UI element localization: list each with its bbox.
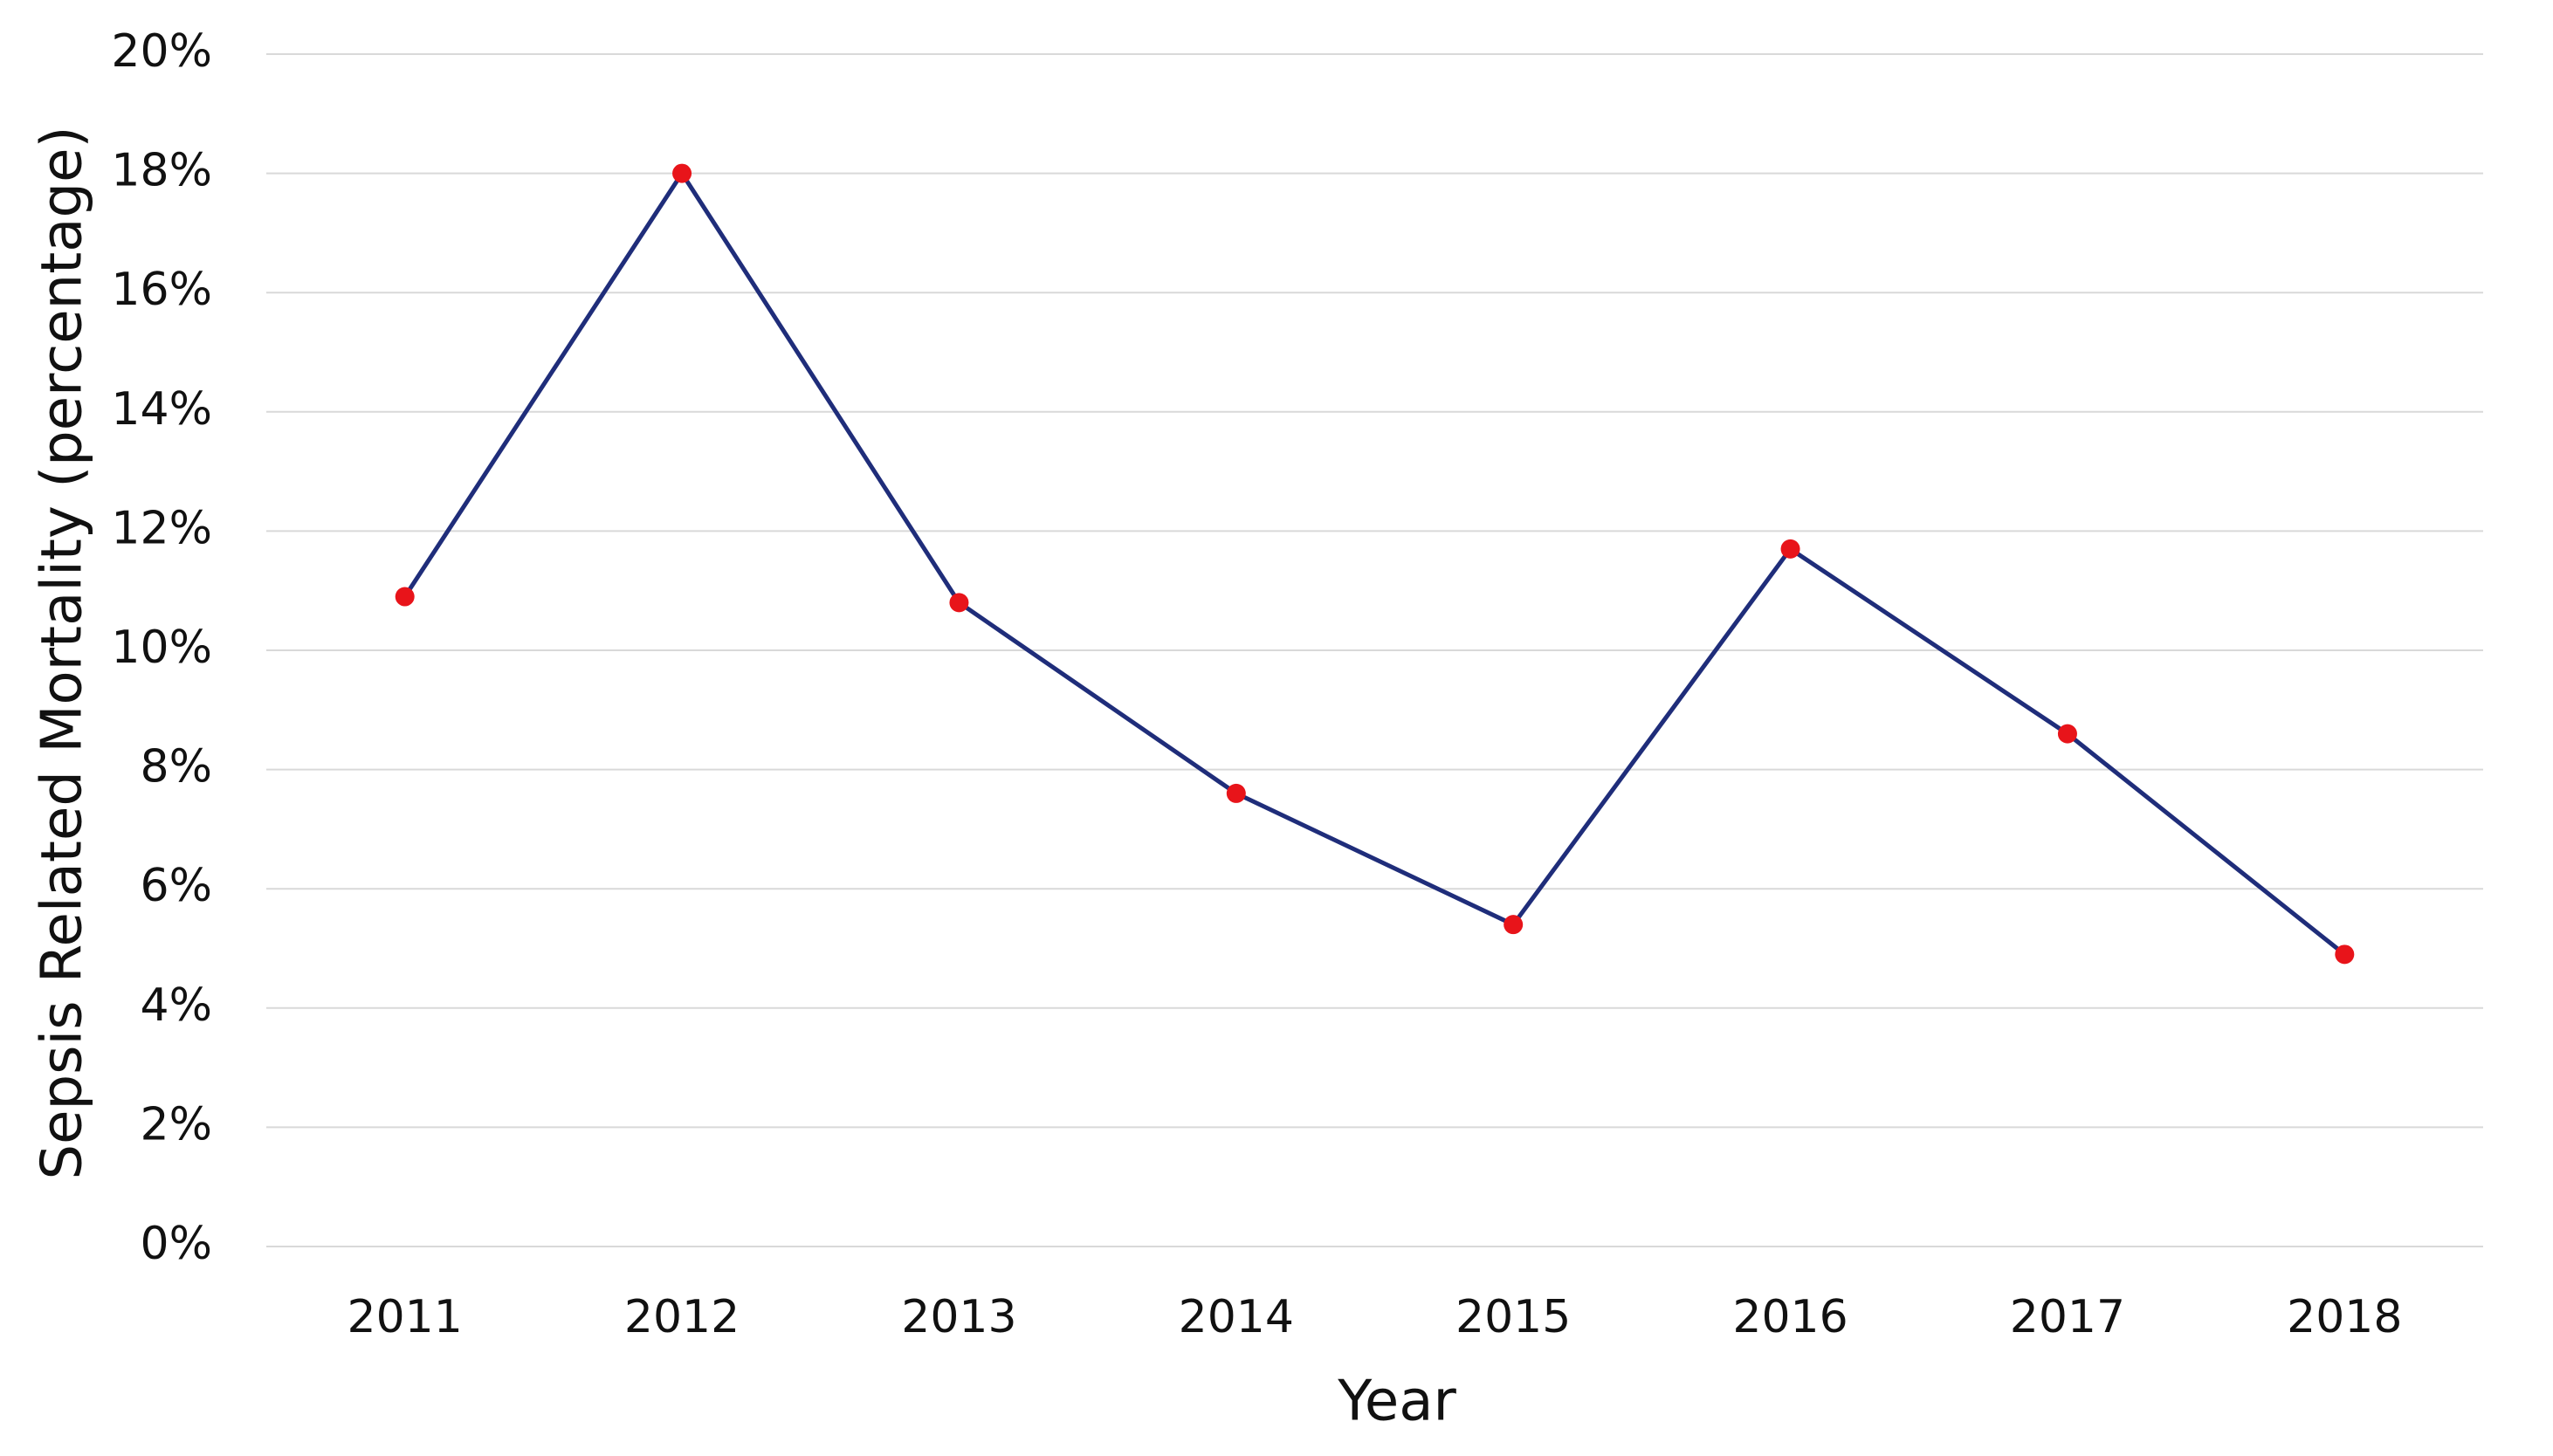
y-tick-label: 8% xyxy=(141,741,213,793)
y-tick-label: 2% xyxy=(141,1098,213,1150)
marker xyxy=(2335,944,2355,965)
y-tick-label: 4% xyxy=(141,979,213,1032)
marker xyxy=(1780,539,1800,559)
x-tick-label: 2018 xyxy=(2287,1291,2402,1343)
x-tick-label: 2012 xyxy=(624,1291,740,1343)
y-tick-label: 6% xyxy=(141,860,213,912)
y-tick-label: 10% xyxy=(111,622,212,674)
marker xyxy=(672,163,692,183)
y-tick-label: 20% xyxy=(111,25,212,78)
x-tick-label: 2014 xyxy=(1179,1291,1294,1343)
marker xyxy=(1226,783,1246,803)
x-tick-label: 2013 xyxy=(901,1291,1016,1343)
y-tick-label: 0% xyxy=(141,1218,213,1270)
y-tick-label: 12% xyxy=(111,502,212,554)
y-axis-title: Sepsis Related Mortality (percentage) xyxy=(31,127,95,1180)
x-axis-title: Year xyxy=(1337,1370,1456,1434)
y-tick-label: 16% xyxy=(111,264,212,316)
marker xyxy=(949,593,969,613)
x-tick-label: 2015 xyxy=(1455,1291,1571,1343)
marker xyxy=(395,587,415,607)
marker xyxy=(2057,724,2077,744)
y-tick-label: 18% xyxy=(111,145,212,197)
y-tick-label: 14% xyxy=(111,383,212,436)
x-tick-label: 2016 xyxy=(1732,1291,1848,1343)
x-tick-label: 2017 xyxy=(2010,1291,2125,1343)
line xyxy=(403,171,2346,957)
marker xyxy=(1504,915,1524,935)
x-tick-label: 2011 xyxy=(348,1291,463,1343)
